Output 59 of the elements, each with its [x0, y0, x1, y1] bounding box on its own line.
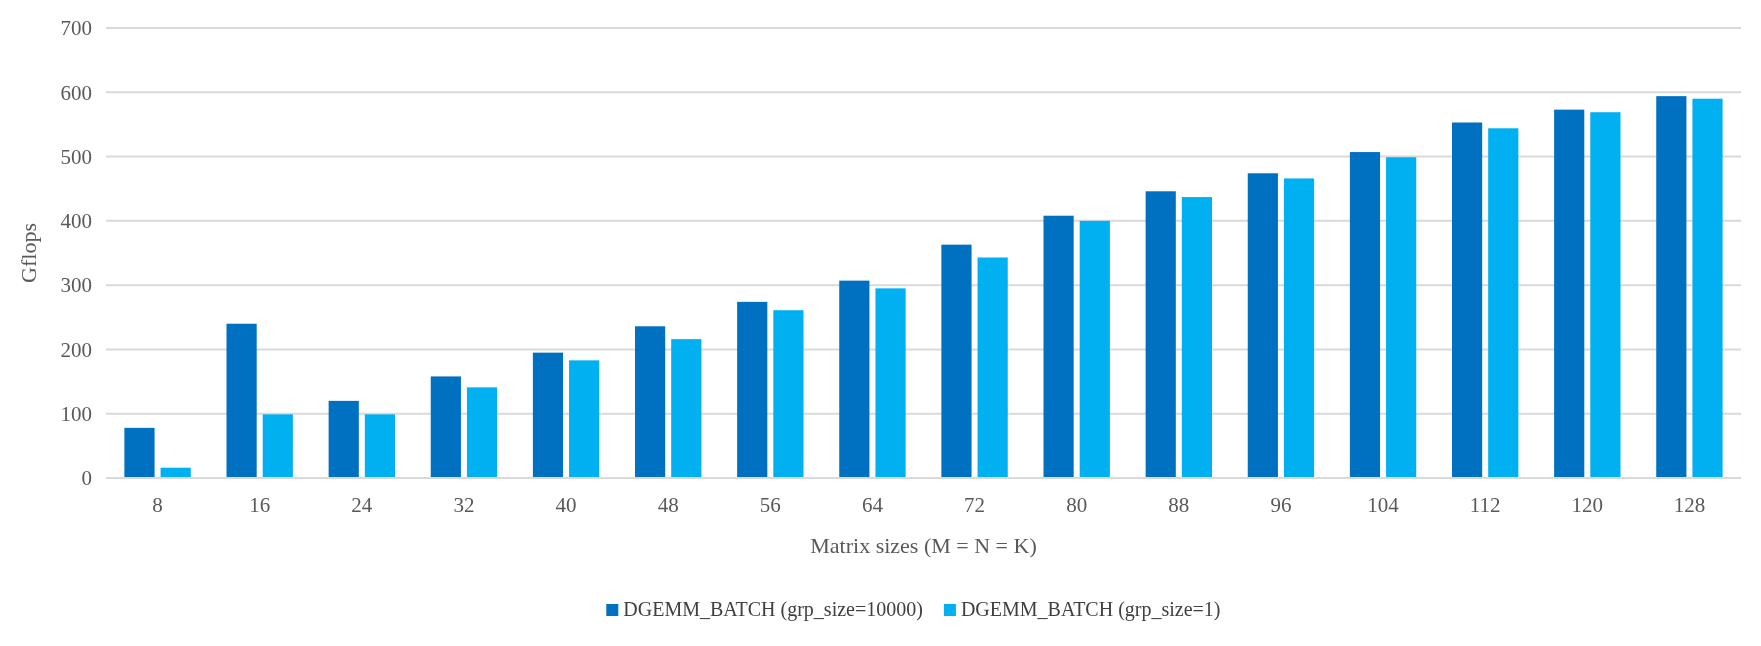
legend-label: DGEMM_BATCH (grp_size=10000): [623, 598, 923, 621]
bar: [875, 288, 906, 478]
y-tick-label: 0: [81, 466, 92, 491]
bar: [1247, 173, 1278, 478]
bar: [773, 310, 804, 478]
bar: [1488, 128, 1519, 478]
x-tick-label: 24: [351, 493, 373, 517]
y-tick-label: 100: [60, 402, 92, 427]
bar: [1656, 96, 1687, 478]
y-tick-label: 300: [60, 273, 92, 298]
bar: [1079, 220, 1110, 478]
bar: [839, 280, 870, 478]
x-tick-label: 96: [1270, 493, 1292, 517]
x-tick-label: 8: [152, 493, 163, 517]
bar: [124, 427, 155, 478]
bar: [1554, 109, 1585, 478]
y-tick-label: 600: [60, 80, 92, 105]
x-tick-label: 32: [453, 493, 475, 517]
x-tick-label: 80: [1066, 493, 1088, 517]
bar: [671, 339, 702, 478]
y-tick-label: 700: [60, 16, 92, 41]
y-tick-label: 400: [60, 209, 92, 234]
x-tick-label: 128: [1673, 493, 1706, 517]
x-tick-label: 104: [1367, 493, 1400, 517]
bar: [532, 352, 564, 478]
x-tick-label: 16: [249, 493, 271, 517]
bar: [977, 257, 1008, 478]
bar: [1692, 98, 1723, 478]
bar: [1043, 215, 1074, 478]
x-tick-label: 120: [1571, 493, 1604, 517]
bar: [1349, 152, 1381, 478]
bar: [1451, 122, 1483, 478]
bar: [328, 400, 359, 478]
x-tick-label: 88: [1168, 493, 1190, 517]
bar: [569, 360, 600, 478]
bar: [262, 414, 293, 478]
bar: [1145, 191, 1176, 478]
x-axis-title: Matrix sizes (M = N = K): [810, 533, 1037, 558]
bar: [1590, 112, 1621, 478]
y-axis-title: Gflops: [16, 223, 41, 283]
x-tick-label: 48: [657, 493, 679, 517]
bar: [635, 326, 666, 478]
bar: [364, 414, 396, 478]
x-tick-label: 56: [759, 493, 781, 517]
x-tick-label: 112: [1469, 493, 1501, 517]
bar: [1386, 157, 1417, 478]
bar: [737, 301, 768, 478]
x-tick-label: 64: [861, 493, 884, 517]
bar: [466, 387, 498, 478]
bar: [941, 244, 972, 478]
y-tick-label: 200: [60, 337, 92, 362]
legend-label: DGEMM_BATCH (grp_size=1): [960, 598, 1221, 621]
bar: [226, 323, 257, 478]
bar: [1283, 178, 1315, 478]
bar: [1181, 197, 1212, 478]
x-tick-label: 72: [964, 493, 986, 517]
bar: [430, 376, 461, 478]
y-tick-label: 500: [60, 144, 92, 169]
x-tick-label: 40: [555, 493, 577, 517]
